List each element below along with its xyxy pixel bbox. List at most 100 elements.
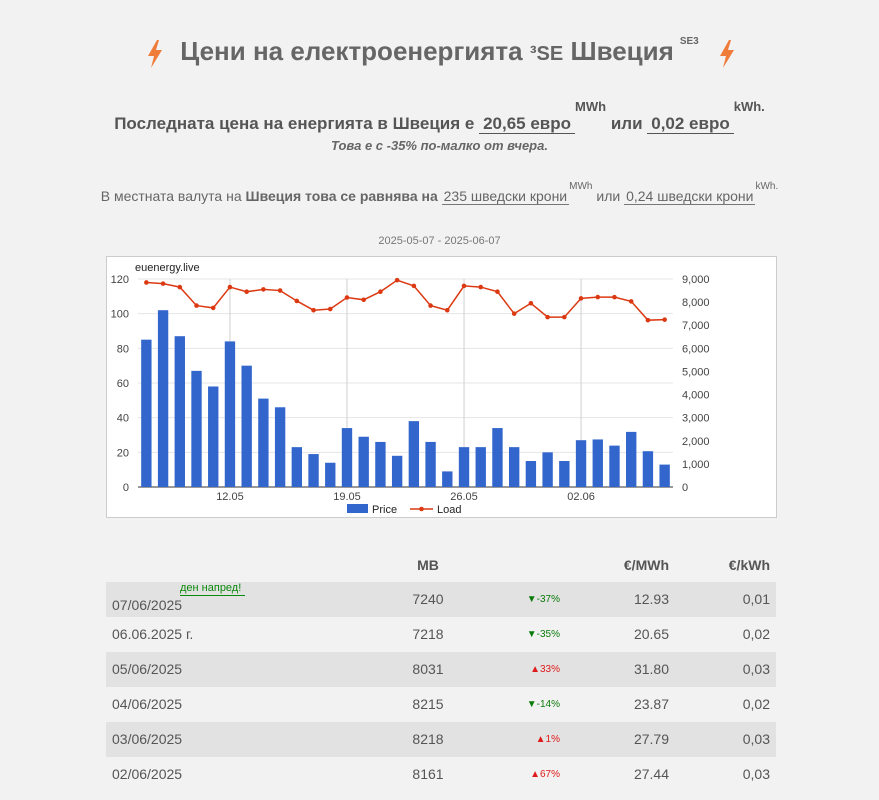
load-point	[461, 283, 467, 289]
day-ahead-badge: ден напред!	[180, 581, 246, 596]
load-point	[478, 284, 484, 290]
row-mb: 8031	[412, 661, 444, 677]
row-price-mwh: 20.65	[633, 626, 669, 642]
y-right-tick-label: 7,000	[682, 320, 710, 332]
row-mb: 8215	[412, 696, 444, 712]
price-bar	[492, 428, 503, 487]
table-row: 07/06/2025 ден напред! 7240 ▼-37% 12.93 0,01	[106, 582, 776, 617]
row-change: ▲33%	[530, 664, 560, 675]
price-bar	[592, 439, 603, 487]
price-bar	[626, 431, 637, 487]
price-bar	[341, 428, 353, 487]
row-date: 04/06/2025	[112, 696, 183, 712]
row-price-mwh: 23.87	[633, 696, 669, 712]
country-name: Швеция	[570, 36, 674, 66]
local-price-kwh-link[interactable]: 0,24 шведски крони	[624, 188, 756, 205]
table-body: 07/06/2025 ден напред! 7240 ▼-37% 12.93 0,01 0…	[106, 582, 776, 792]
chart-svg: 0 20 40 60 80 100 120 0 1,000 2,000 3,000 4,000 5,00…	[111, 262, 710, 516]
latest-price-summary: Последната цена на енергията в Швеция е …	[114, 99, 765, 134]
price-bar	[559, 461, 570, 487]
table-row: 02/06/2025 8161 ▲67% 27.44 0,03	[106, 757, 776, 792]
price-comparison: Това е с -35% по-малко от вчера.	[331, 138, 548, 153]
table-header: MB €/MWh €/kWh	[106, 548, 776, 582]
y-right-tick-label: 6,000	[682, 343, 710, 355]
row-change: ▲67%	[530, 769, 560, 780]
price-bar	[525, 461, 537, 487]
load-point	[528, 300, 534, 306]
price-bar	[659, 464, 670, 487]
price-bar	[241, 365, 252, 487]
col-header-kwh: €/kWh	[728, 557, 770, 573]
price-bar	[642, 451, 654, 487]
load-point	[210, 305, 216, 311]
page-title: Цени на електроенергията ³SE Швеция SE3	[180, 36, 699, 66]
x-tick-label: 19.05	[333, 491, 361, 503]
date-range: 2025-05-07 - 2025-06-07	[378, 235, 501, 247]
row-date: 06.06.2025 г.	[112, 626, 194, 642]
load-point	[495, 289, 500, 295]
load-point	[144, 280, 149, 285]
row-mb: 7240	[412, 591, 444, 607]
load-point	[327, 306, 333, 312]
load-point	[428, 303, 433, 308]
price-load-chart: 0 20 40 60 80 100 120 0 1,000 2,000 3,000 4,000 5,00…	[106, 256, 777, 518]
load-point	[628, 299, 634, 304]
load-point	[361, 297, 367, 303]
load-point	[411, 283, 417, 289]
y-right-tick-label: 3,000	[682, 413, 710, 425]
chart-watermark: euenergy.live	[135, 262, 200, 274]
table-row: 03/06/2025 8218 ▲1% 27.79 0,03	[106, 722, 776, 757]
x-tick-label: 26.05	[450, 491, 478, 503]
y-left-tick-label: 60	[117, 378, 129, 390]
row-price-kwh: 0,02	[742, 696, 770, 712]
load-line	[146, 279, 665, 321]
row-price-kwh: 0,03	[742, 661, 770, 677]
load-point	[562, 314, 567, 320]
load-point	[261, 287, 266, 292]
load-point	[378, 289, 383, 295]
row-date: 07/06/2025	[112, 597, 183, 613]
price-bar	[208, 386, 219, 487]
price-bar	[174, 336, 185, 487]
lightning-icon	[148, 40, 162, 68]
price-bar	[274, 407, 286, 487]
price-bar	[408, 421, 420, 487]
price-bar	[157, 310, 169, 487]
price-bar	[358, 436, 369, 487]
load-point	[311, 307, 316, 313]
load-point	[244, 289, 249, 295]
price-kwh-link[interactable]: 0,02 евро	[647, 114, 734, 134]
price-bar	[575, 440, 587, 487]
load-point	[294, 298, 300, 304]
row-date: 05/06/2025	[112, 661, 183, 677]
legend-label-price: Price	[372, 504, 397, 516]
price-bar	[325, 462, 336, 487]
row-price-kwh: 0,03	[742, 731, 770, 747]
price-bar	[141, 339, 152, 487]
y-right-tick-label: 9,000	[682, 274, 710, 286]
row-change: ▼-35%	[526, 629, 560, 640]
price-mwh-link[interactable]: 20,65 евро	[479, 114, 576, 134]
y-left-tick-label: 120	[111, 274, 129, 286]
row-price-mwh: 12.93	[633, 591, 669, 607]
row-change: ▼-37%	[526, 594, 560, 605]
table-row: 05/06/2025 8031 ▲33% 31.80 0,03	[106, 652, 776, 687]
load-point	[444, 307, 450, 313]
load-point	[645, 317, 651, 323]
x-tick-label: 02.06	[567, 491, 595, 503]
page-header: Цени на електроенергията ³SE Швеция SE3	[0, 36, 879, 67]
row-mb: 8161	[412, 766, 444, 782]
price-bar	[291, 447, 303, 487]
local-price-mwh-link[interactable]: 235 шведски крони	[441, 188, 570, 205]
load-point	[194, 303, 199, 308]
price-bar	[458, 447, 470, 487]
price-bar	[609, 445, 620, 487]
load-point	[227, 284, 233, 290]
y-right-tick-label: 8,000	[682, 297, 710, 309]
load-point	[595, 294, 601, 300]
row-change: ▼-14%	[526, 699, 560, 710]
price-bar	[508, 447, 520, 487]
price-table: MB €/MWh €/kWh 07/06/2025 ден напред! 7240…	[106, 548, 776, 792]
price-bar	[375, 441, 386, 487]
col-header-mwh: €/MWh	[623, 557, 669, 573]
